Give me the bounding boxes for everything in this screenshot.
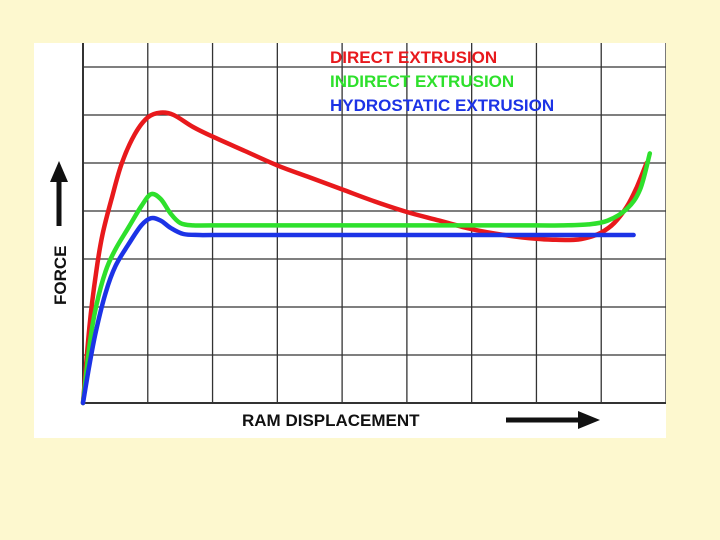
y-axis-label: FORCE: [51, 246, 70, 306]
grid: [82, 43, 666, 404]
series-line-2: [80, 151, 653, 406]
x-axis-label: RAM DISPLACEMENT: [242, 411, 420, 430]
x-axis-arrow-head: [578, 411, 600, 429]
series-line-3: [80, 215, 636, 406]
force-displacement-chart: DIRECT EXTRUSION INDIRECT EXTRUSION HYDROS…: [50, 43, 666, 430]
y-axis-arrow-head: [50, 161, 68, 182]
legend: DIRECT EXTRUSION INDIRECT EXTRUSION HYDROS…: [330, 48, 554, 115]
legend-entry-1: DIRECT EXTRUSION: [330, 48, 497, 67]
series-lines: [80, 110, 653, 406]
series-line-1: [80, 110, 649, 406]
chart-panel: DIRECT EXTRUSION INDIRECT EXTRUSION HYDROS…: [34, 43, 666, 438]
legend-entry-2: INDIRECT EXTRUSION: [330, 72, 514, 91]
legend-entry-3: HYDROSTATIC EXTRUSION: [330, 96, 554, 115]
